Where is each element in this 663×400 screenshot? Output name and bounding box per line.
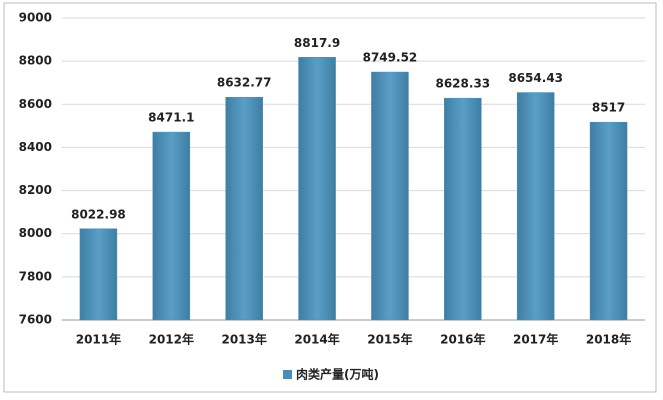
y-tick-label: 7800 — [19, 269, 52, 283]
data-label: 8471.1 — [148, 111, 194, 125]
legend-swatch — [283, 370, 292, 379]
x-tick-label: 2017年 — [513, 332, 558, 347]
y-tick-label: 8400 — [19, 140, 52, 154]
x-tick-label: 2014年 — [294, 332, 339, 347]
x-tick-label: 2016年 — [440, 332, 485, 347]
data-label: 8749.52 — [363, 51, 418, 65]
bar — [225, 96, 263, 321]
x-tick-label: 2012年 — [149, 332, 194, 347]
data-label: 8022.98 — [71, 207, 126, 221]
data-label: 8628.33 — [435, 77, 490, 91]
x-tick-label: 2011年 — [76, 332, 121, 347]
data-label: 8817.9 — [294, 36, 340, 50]
data-label: 8517 — [592, 101, 625, 115]
data-label: 8654.43 — [508, 71, 563, 85]
bar — [298, 57, 336, 321]
y-tick-label: 7600 — [19, 313, 52, 327]
bar — [152, 131, 191, 321]
bar — [371, 71, 409, 321]
bar — [79, 228, 118, 321]
bar — [444, 97, 482, 321]
y-tick-label: 8800 — [19, 54, 52, 68]
x-tick-label: 2013年 — [221, 332, 266, 347]
bar — [589, 121, 628, 321]
x-tick-label: 2018年 — [586, 332, 631, 347]
legend-label: 肉类产量(万吨) — [296, 367, 379, 382]
y-tick-label: 9000 — [19, 11, 52, 25]
y-tick-label: 8600 — [19, 97, 52, 111]
x-tick-label: 2015年 — [367, 332, 412, 347]
y-tick-label: 8000 — [19, 226, 52, 240]
y-tick-label: 8200 — [19, 183, 52, 197]
bar — [516, 92, 555, 321]
data-label: 8632.77 — [217, 76, 272, 90]
